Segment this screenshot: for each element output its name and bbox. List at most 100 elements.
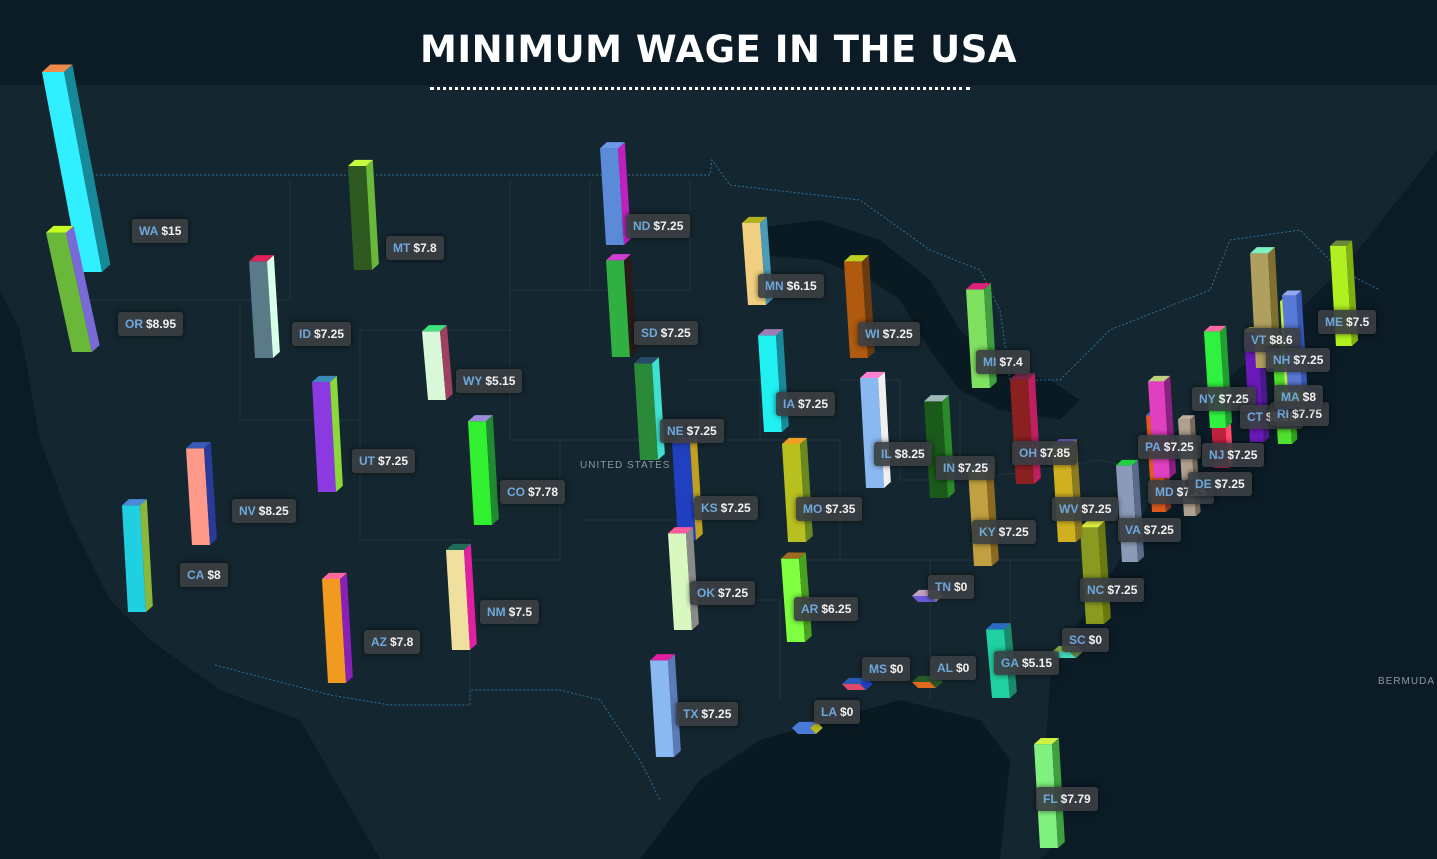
tag-wage-value: $7.25 — [720, 501, 751, 515]
tag-in[interactable]: IN $7.25 — [936, 456, 996, 480]
tag-wage-value: $7.25 — [882, 327, 913, 341]
tag-ia[interactable]: IA $7.25 — [776, 392, 836, 416]
tag-state-abbr: IN — [943, 461, 955, 475]
tag-state-abbr: KY — [979, 525, 996, 539]
tag-mi[interactable]: MI $7.4 — [976, 350, 1030, 374]
tag-ca[interactable]: CA $8 — [180, 563, 228, 587]
tag-wage-value: $15 — [161, 224, 182, 238]
tag-oh[interactable]: OH $7.85 — [1012, 441, 1078, 465]
tag-wa[interactable]: WA $15 — [132, 219, 189, 243]
tag-state-abbr: CT — [1247, 410, 1263, 424]
tag-nc[interactable]: NC $7.25 — [1080, 578, 1145, 602]
tag-me[interactable]: ME $7.5 — [1318, 310, 1377, 334]
tag-wi[interactable]: WI $7.25 — [858, 322, 920, 346]
tag-wage-value: $7.25 — [660, 326, 691, 340]
tag-wage-value: $7.25 — [958, 461, 989, 475]
tag-sc[interactable]: SC $0 — [1062, 628, 1110, 652]
tag-ok[interactable]: OK $7.25 — [690, 581, 756, 605]
tag-state-abbr: OR — [125, 317, 143, 331]
tag-wage-value: $5.15 — [1022, 656, 1053, 670]
tag-wage-value: $7.78 — [528, 485, 559, 499]
tag-state-abbr: FL — [1043, 792, 1058, 806]
tag-wv[interactable]: WV $7.25 — [1052, 497, 1119, 521]
tag-wage-value: $7.25 — [1163, 440, 1194, 454]
tag-ne[interactable]: NE $7.25 — [660, 419, 724, 443]
tag-wage-value: $8.95 — [146, 317, 177, 331]
country-label: UNITED STATES — [580, 460, 671, 471]
tag-state-abbr: NY — [1199, 392, 1216, 406]
tag-wage-value: $7.5 — [1346, 315, 1370, 329]
tag-state-abbr: IL — [881, 447, 892, 461]
tag-wage-value: $7.4 — [999, 355, 1023, 369]
tag-ky[interactable]: KY $7.25 — [972, 520, 1036, 544]
tag-ar[interactable]: AR $6.25 — [794, 597, 859, 621]
tag-nj[interactable]: NJ $7.25 — [1202, 443, 1265, 467]
tag-state-abbr: IA — [783, 397, 795, 411]
tag-state-abbr: KS — [701, 501, 718, 515]
tag-nv[interactable]: NV $8.25 — [232, 499, 296, 523]
tag-tx[interactable]: TX $7.25 — [676, 702, 739, 726]
tag-la[interactable]: LA $0 — [814, 700, 861, 724]
tag-state-abbr: SD — [641, 326, 658, 340]
tag-fl[interactable]: FL $7.79 — [1036, 787, 1098, 811]
tag-il[interactable]: IL $8.25 — [874, 442, 932, 466]
tag-ga[interactable]: GA $5.15 — [994, 651, 1060, 675]
tag-ny[interactable]: NY $7.25 — [1192, 387, 1256, 411]
tag-wage-value: $0 — [840, 705, 854, 719]
tag-state-abbr: MO — [803, 502, 823, 516]
tag-ms[interactable]: MS $0 — [862, 657, 911, 681]
tag-state-abbr: NC — [1087, 583, 1105, 597]
tag-state-abbr: TX — [683, 707, 699, 721]
tag-nh[interactable]: NH $7.25 — [1266, 348, 1331, 372]
tag-state-abbr: NJ — [1209, 448, 1225, 462]
tag-az[interactable]: AZ $7.8 — [364, 630, 421, 654]
tag-state-abbr: DE — [1195, 477, 1212, 491]
tag-state-abbr: AZ — [371, 635, 387, 649]
tag-al[interactable]: AL $0 — [930, 656, 977, 680]
tag-pa[interactable]: PA $7.25 — [1138, 435, 1201, 459]
tag-ut[interactable]: UT $7.25 — [352, 449, 416, 473]
tag-wage-value: $7.75 — [1292, 407, 1323, 421]
tag-state-abbr: TN — [935, 580, 951, 594]
tag-wy[interactable]: WY $5.15 — [456, 369, 523, 393]
tag-va[interactable]: VA $7.25 — [1118, 518, 1181, 542]
tag-wage-value: $0 — [954, 580, 968, 594]
tag-state-abbr: ID — [299, 327, 311, 341]
tag-sd[interactable]: SD $7.25 — [634, 321, 698, 345]
tag-state-abbr: NE — [667, 424, 684, 438]
tag-state-abbr: NM — [487, 605, 506, 619]
tag-state-abbr: AL — [937, 661, 953, 675]
tag-wage-value: $7.25 — [798, 397, 829, 411]
tag-state-abbr: MN — [765, 279, 784, 293]
tag-de[interactable]: DE $7.25 — [1188, 472, 1252, 496]
tag-wage-value: $8.25 — [258, 504, 289, 518]
tag-wage-value: $7.25 — [1227, 448, 1258, 462]
tag-co[interactable]: CO $7.78 — [500, 480, 566, 504]
tag-wage-value: $7.8 — [390, 635, 414, 649]
tag-id[interactable]: ID $7.25 — [292, 322, 352, 346]
tag-wage-value: $7.25 — [378, 454, 409, 468]
tag-wage-value: $7.25 — [314, 327, 345, 341]
tag-state-abbr: LA — [821, 705, 837, 719]
tag-wage-value: $7.5 — [508, 605, 533, 619]
tag-mo[interactable]: MO $7.35 — [796, 497, 863, 521]
tag-ma[interactable]: MA $8 — [1274, 385, 1324, 409]
tag-wage-value: $7.79 — [1060, 792, 1091, 806]
tag-wage-value: $8.6 — [1269, 333, 1293, 347]
tag-mn[interactable]: MN $6.15 — [758, 274, 824, 298]
tag-wage-value: $7.25 — [1218, 392, 1249, 406]
tag-ks[interactable]: KS $7.25 — [694, 496, 758, 520]
tag-or[interactable]: OR $8.95 — [118, 312, 184, 336]
tag-wage-value: $8 — [1302, 390, 1317, 404]
tag-nd[interactable]: ND $7.25 — [626, 214, 691, 238]
tag-state-abbr: CO — [507, 485, 525, 499]
tag-wage-value: $7.25 — [718, 586, 749, 600]
tag-state-abbr: RI — [1277, 407, 1289, 421]
tag-wage-value: $7.35 — [825, 502, 856, 516]
tag-wage-value: $7.25 — [1214, 477, 1245, 491]
tag-nm[interactable]: NM $7.5 — [480, 600, 540, 624]
tag-wage-value: $7.8 — [413, 241, 437, 255]
tag-mt[interactable]: MT $7.8 — [386, 236, 444, 260]
tag-tn[interactable]: TN $0 — [928, 575, 975, 599]
